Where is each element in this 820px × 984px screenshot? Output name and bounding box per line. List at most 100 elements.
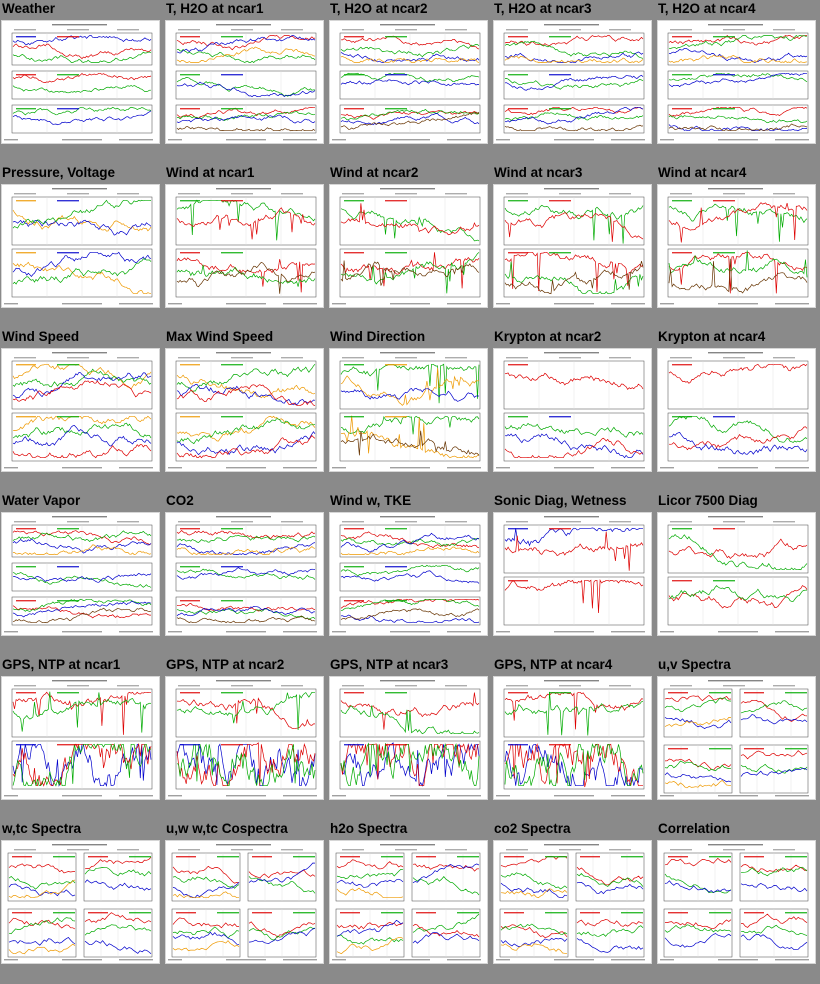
plot-title: GPS, NTP at ncar4 xyxy=(494,657,613,672)
plot-cell-wind-direction: Wind Direction xyxy=(328,328,488,488)
plot-thumbnail-co2-spectra[interactable] xyxy=(493,840,652,964)
plot-image xyxy=(660,24,809,141)
plot-image xyxy=(496,516,645,633)
plot-thumbnail-krypton-at-ncar4[interactable] xyxy=(657,348,816,472)
plot-title: GPS, NTP at ncar1 xyxy=(2,657,121,672)
plot-thumbnail-u-v-spectra[interactable] xyxy=(657,676,816,800)
plot-cell-t-h2o-at-ncar3: T, H2O at ncar3 xyxy=(492,0,652,160)
plot-title: w,tc Spectra xyxy=(2,821,82,836)
plot-thumbnail-gps-ntp-at-ncar4[interactable] xyxy=(493,676,652,800)
plot-title: Wind at ncar4 xyxy=(658,165,747,180)
plot-thumbnail-sonic-diag-wetness[interactable] xyxy=(493,512,652,636)
plot-title: T, H2O at ncar3 xyxy=(494,1,592,16)
plot-cell-u-w-w-tc-cospectra: u,w w,tc Cospectra xyxy=(164,820,324,980)
plot-image xyxy=(168,844,317,961)
plot-title: h2o Spectra xyxy=(330,821,408,836)
plot-thumbnail-h2o-spectra[interactable] xyxy=(329,840,488,964)
plot-cell-correlation: Correlation xyxy=(656,820,816,980)
plot-cell-weather: Weather xyxy=(0,0,160,160)
plot-image xyxy=(496,680,645,797)
plot-image xyxy=(168,516,317,633)
plot-thumbnail-wind-speed[interactable] xyxy=(1,348,160,472)
plot-thumbnail-water-vapor[interactable] xyxy=(1,512,160,636)
plot-thumbnail-licor-7500-diag[interactable] xyxy=(657,512,816,636)
plot-image xyxy=(496,24,645,141)
plot-cell-krypton-at-ncar4: Krypton at ncar4 xyxy=(656,328,816,488)
plot-image xyxy=(168,352,317,469)
plot-cell-wind-at-ncar2: Wind at ncar2 xyxy=(328,164,488,324)
plot-image xyxy=(496,188,645,305)
plot-title: Wind Direction xyxy=(330,329,426,344)
plot-title: T, H2O at ncar1 xyxy=(166,1,264,16)
plot-thumbnail-gps-ntp-at-ncar3[interactable] xyxy=(329,676,488,800)
plot-title: Wind at ncar3 xyxy=(494,165,583,180)
plot-cell-pressure-voltage: Pressure, Voltage xyxy=(0,164,160,324)
plot-thumbnail-u-w-w-tc-cospectra[interactable] xyxy=(165,840,324,964)
plot-title: CO2 xyxy=(166,493,194,508)
plot-title: GPS, NTP at ncar3 xyxy=(330,657,449,672)
plot-title: co2 Spectra xyxy=(494,821,571,836)
plot-cell-wind-speed: Wind Speed xyxy=(0,328,160,488)
plot-thumbnail-w-tc-spectra[interactable] xyxy=(1,840,160,964)
plot-title: Wind at ncar1 xyxy=(166,165,255,180)
plot-cell-gps-ntp-at-ncar2: GPS, NTP at ncar2 xyxy=(164,656,324,816)
plot-image xyxy=(660,516,809,633)
plot-image xyxy=(4,352,153,469)
plot-cell-krypton-at-ncar2: Krypton at ncar2 xyxy=(492,328,652,488)
plot-cell-co2: CO2 xyxy=(164,492,324,652)
plot-title: Correlation xyxy=(658,821,731,836)
plot-thumbnail-max-wind-speed[interactable] xyxy=(165,348,324,472)
plot-title: Wind Speed xyxy=(2,329,80,344)
plot-thumbnail-wind-at-ncar4[interactable] xyxy=(657,184,816,308)
plot-cell-wind-at-ncar1: Wind at ncar1 xyxy=(164,164,324,324)
plot-cell-wind-at-ncar4: Wind at ncar4 xyxy=(656,164,816,324)
plot-cell-gps-ntp-at-ncar3: GPS, NTP at ncar3 xyxy=(328,656,488,816)
plot-thumbnail-pressure-voltage[interactable] xyxy=(1,184,160,308)
plot-cell-t-h2o-at-ncar4: T, H2O at ncar4 xyxy=(656,0,816,160)
plot-image xyxy=(660,844,809,961)
plot-thumbnail-t-h2o-at-ncar1[interactable] xyxy=(165,20,324,144)
plot-title: u,v Spectra xyxy=(658,657,731,672)
plot-cell-w-tc-spectra: w,tc Spectra xyxy=(0,820,160,980)
plot-image xyxy=(168,24,317,141)
plot-cell-t-h2o-at-ncar2: T, H2O at ncar2 xyxy=(328,0,488,160)
plot-image xyxy=(4,844,153,961)
plot-image xyxy=(332,516,481,633)
plot-cell-sonic-diag-wetness: Sonic Diag, Wetness xyxy=(492,492,652,652)
plot-image xyxy=(332,844,481,961)
plot-thumbnail-krypton-at-ncar2[interactable] xyxy=(493,348,652,472)
plot-thumbnail-wind-w-tke[interactable] xyxy=(329,512,488,636)
plot-cell-gps-ntp-at-ncar4: GPS, NTP at ncar4 xyxy=(492,656,652,816)
plot-title: Licor 7500 Diag xyxy=(658,493,758,508)
plot-thumbnail-gps-ntp-at-ncar2[interactable] xyxy=(165,676,324,800)
plot-thumbnail-correlation[interactable] xyxy=(657,840,816,964)
plot-thumbnail-t-h2o-at-ncar4[interactable] xyxy=(657,20,816,144)
plot-title: GPS, NTP at ncar2 xyxy=(166,657,285,672)
plot-thumbnail-t-h2o-at-ncar2[interactable] xyxy=(329,20,488,144)
plot-thumbnail-gps-ntp-at-ncar1[interactable] xyxy=(1,676,160,800)
plot-cell-wind-at-ncar3: Wind at ncar3 xyxy=(492,164,652,324)
plot-image xyxy=(332,24,481,141)
plot-thumbnail-co2[interactable] xyxy=(165,512,324,636)
plot-cell-gps-ntp-at-ncar1: GPS, NTP at ncar1 xyxy=(0,656,160,816)
plot-title: T, H2O at ncar4 xyxy=(658,1,756,16)
plot-title: Krypton at ncar2 xyxy=(494,329,602,344)
plot-image xyxy=(4,24,153,141)
plot-cell-wind-w-tke: Wind w, TKE xyxy=(328,492,488,652)
plot-cell-licor-7500-diag: Licor 7500 Diag xyxy=(656,492,816,652)
plot-thumbnail-t-h2o-at-ncar3[interactable] xyxy=(493,20,652,144)
plot-thumbnail-wind-at-ncar1[interactable] xyxy=(165,184,324,308)
plot-image xyxy=(4,680,153,797)
plot-image xyxy=(660,352,809,469)
plot-cell-u-v-spectra: u,v Spectra xyxy=(656,656,816,816)
plot-thumbnail-wind-direction[interactable] xyxy=(329,348,488,472)
plot-image xyxy=(496,844,645,961)
plot-thumbnail-weather[interactable] xyxy=(1,20,160,144)
plot-image xyxy=(660,188,809,305)
plot-image xyxy=(4,188,153,305)
plot-thumbnail-wind-at-ncar3[interactable] xyxy=(493,184,652,308)
plot-image xyxy=(332,188,481,305)
plot-thumbnail-wind-at-ncar2[interactable] xyxy=(329,184,488,308)
plot-title: Wind at ncar2 xyxy=(330,165,419,180)
